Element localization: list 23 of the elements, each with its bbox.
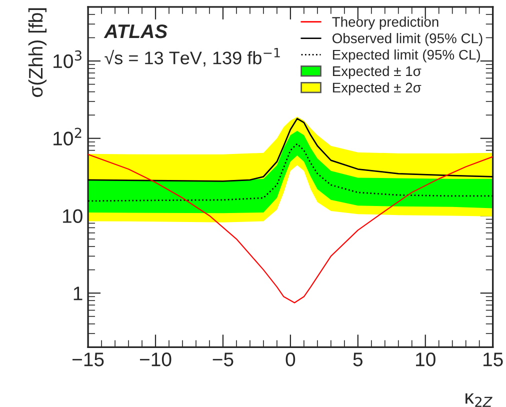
y-tick-label: 1: [74, 286, 82, 300]
y-axis-title: σ(Zhh) [fb]: [28, 8, 47, 97]
x-tick-label: −15: [72, 352, 104, 366]
legend-label: Expected ± 1σ: [332, 66, 422, 79]
line-series: [88, 118, 493, 182]
x-tick-label: 0: [286, 352, 296, 366]
legend-label: Expected limit (95% CL): [332, 49, 480, 62]
annotation: ATLAS: [104, 24, 168, 38]
legend-label: Theory prediction: [332, 16, 438, 30]
legend-label: Observed limit (95% CL): [332, 33, 482, 46]
y-tick-label: 10$^{3}$: [54, 50, 82, 68]
x-tick-label: 10: [416, 352, 436, 366]
y-tick-label: 10: [63, 209, 82, 223]
y-tick-label: 10$^{2}$: [54, 128, 82, 146]
x-axis-title: κ$_{2Z}$: [466, 393, 492, 407]
x-tick-label: −5: [212, 352, 234, 366]
x-tick-label: 5: [353, 352, 363, 366]
line-series: [88, 143, 493, 202]
x-tick-label: −10: [140, 352, 172, 366]
line-series: [88, 154, 493, 304]
x-tick-label: 15: [484, 352, 503, 366]
legend-label: Expected ± 2σ: [332, 82, 422, 96]
annotation: √s = 13 TeV, 139 fb$^{−1}$: [104, 48, 280, 66]
